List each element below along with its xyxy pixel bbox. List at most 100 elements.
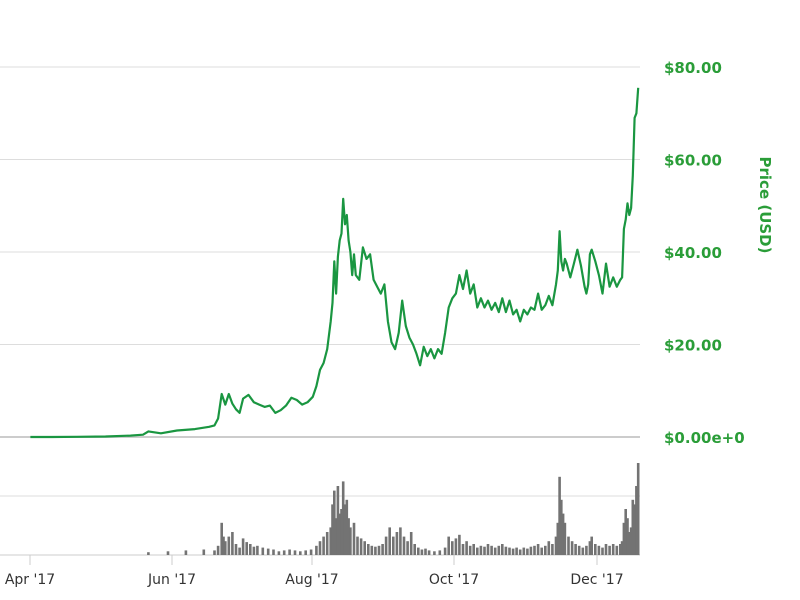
volume-bar — [556, 522, 560, 555]
volume-bar — [533, 545, 536, 555]
volume-bar — [447, 536, 450, 555]
volume-bar — [468, 545, 472, 555]
volume-bar — [465, 541, 468, 555]
volume-bar — [585, 545, 588, 555]
volume-bar — [486, 544, 490, 555]
volume-bar — [420, 549, 424, 555]
volume-bar — [359, 538, 363, 555]
volume-bar — [515, 547, 518, 555]
volume-bar — [367, 544, 370, 555]
volume-bar — [574, 544, 577, 555]
volume-bar — [581, 547, 585, 555]
volume-bar — [395, 532, 399, 555]
volume-bar — [413, 544, 416, 555]
volume-bar — [329, 527, 332, 555]
volume-bar — [282, 550, 286, 555]
volume-bar — [511, 548, 515, 555]
volume-bar — [624, 509, 627, 555]
volume-bar — [338, 513, 341, 555]
volume-bar — [370, 545, 374, 555]
volume-bar — [345, 499, 349, 555]
x-tick-label: Oct '17 — [429, 572, 479, 588]
volume-bar — [388, 527, 391, 555]
volume-bar — [374, 546, 377, 555]
volume-bar — [454, 538, 458, 555]
volume-bar — [551, 544, 554, 555]
volume-bar — [483, 546, 486, 555]
volume-bar — [522, 547, 526, 555]
volume-bar — [341, 481, 345, 555]
volume-bar — [245, 542, 248, 555]
volume-bar — [409, 532, 413, 555]
volume-bar — [443, 547, 447, 555]
volume-bar — [558, 476, 561, 555]
volume-bar — [325, 532, 329, 555]
volume-bar — [427, 550, 431, 555]
volume-bar — [184, 550, 188, 555]
volume-bar — [493, 547, 497, 555]
volume-bar — [497, 545, 501, 555]
volume-bar — [635, 486, 638, 555]
volume-bar — [249, 544, 252, 555]
volume-bar — [224, 541, 227, 555]
volume-bar — [601, 547, 604, 555]
volume-bar — [611, 544, 615, 555]
volume-bar — [433, 551, 436, 555]
volume-bar — [536, 544, 540, 555]
volume-bar — [340, 509, 343, 555]
volume-bar — [333, 490, 336, 555]
volume-bar — [402, 536, 406, 555]
volume-bar — [356, 536, 359, 555]
volume-bar — [590, 536, 593, 555]
volume-bar — [347, 518, 350, 555]
volume-bar — [490, 545, 493, 555]
y-axis-title: Price (USD) — [756, 157, 774, 254]
volume-bar — [309, 549, 313, 555]
volume-bar — [231, 532, 234, 555]
volume-bar — [252, 546, 256, 555]
volume-bar — [544, 545, 547, 555]
y-tick-label: $60.00 — [664, 152, 722, 170]
volume-bar — [261, 547, 265, 555]
volume-bar — [349, 527, 352, 555]
volume-bar — [461, 544, 465, 555]
volume-bar — [266, 548, 270, 555]
volume-bar — [381, 544, 384, 555]
volume-bar — [608, 545, 611, 555]
volume-bar — [322, 536, 325, 555]
volume-bar — [594, 544, 597, 555]
volume-bar — [518, 549, 522, 555]
volume-bar — [628, 532, 631, 555]
volume-bar — [620, 541, 624, 555]
y-tick-label: $20.00 — [664, 337, 722, 355]
volume-bar — [458, 534, 461, 555]
volume-bar — [166, 551, 170, 555]
volume-bar — [615, 545, 619, 555]
volume-bar — [476, 547, 479, 555]
volume-bar — [384, 536, 388, 555]
volume-bar — [220, 522, 223, 555]
volume-bar — [202, 549, 206, 555]
volume-bar — [561, 513, 565, 555]
volume-bar — [570, 541, 574, 555]
volume-bar — [577, 545, 581, 555]
volume-bar — [234, 544, 238, 555]
volume-bar — [352, 522, 356, 555]
volume-bar — [560, 499, 563, 555]
volume-bar — [272, 549, 275, 555]
volume-bar — [438, 550, 442, 555]
volume-bar — [213, 550, 216, 555]
volume-bar — [472, 544, 475, 555]
volume-bar — [631, 499, 635, 555]
volume-bar — [399, 527, 402, 555]
volume-bar — [563, 522, 567, 555]
volume-bar — [547, 541, 551, 555]
volume-bar — [256, 545, 259, 555]
volume-bar — [597, 545, 601, 555]
volume-bar — [633, 504, 636, 555]
volume-bar — [336, 486, 340, 555]
volume-bar — [629, 527, 633, 555]
y-axis-ticks: $80.00 $60.00 $40.00 $20.00 $0.00e+0 — [664, 59, 745, 447]
volume-bar — [227, 536, 231, 555]
